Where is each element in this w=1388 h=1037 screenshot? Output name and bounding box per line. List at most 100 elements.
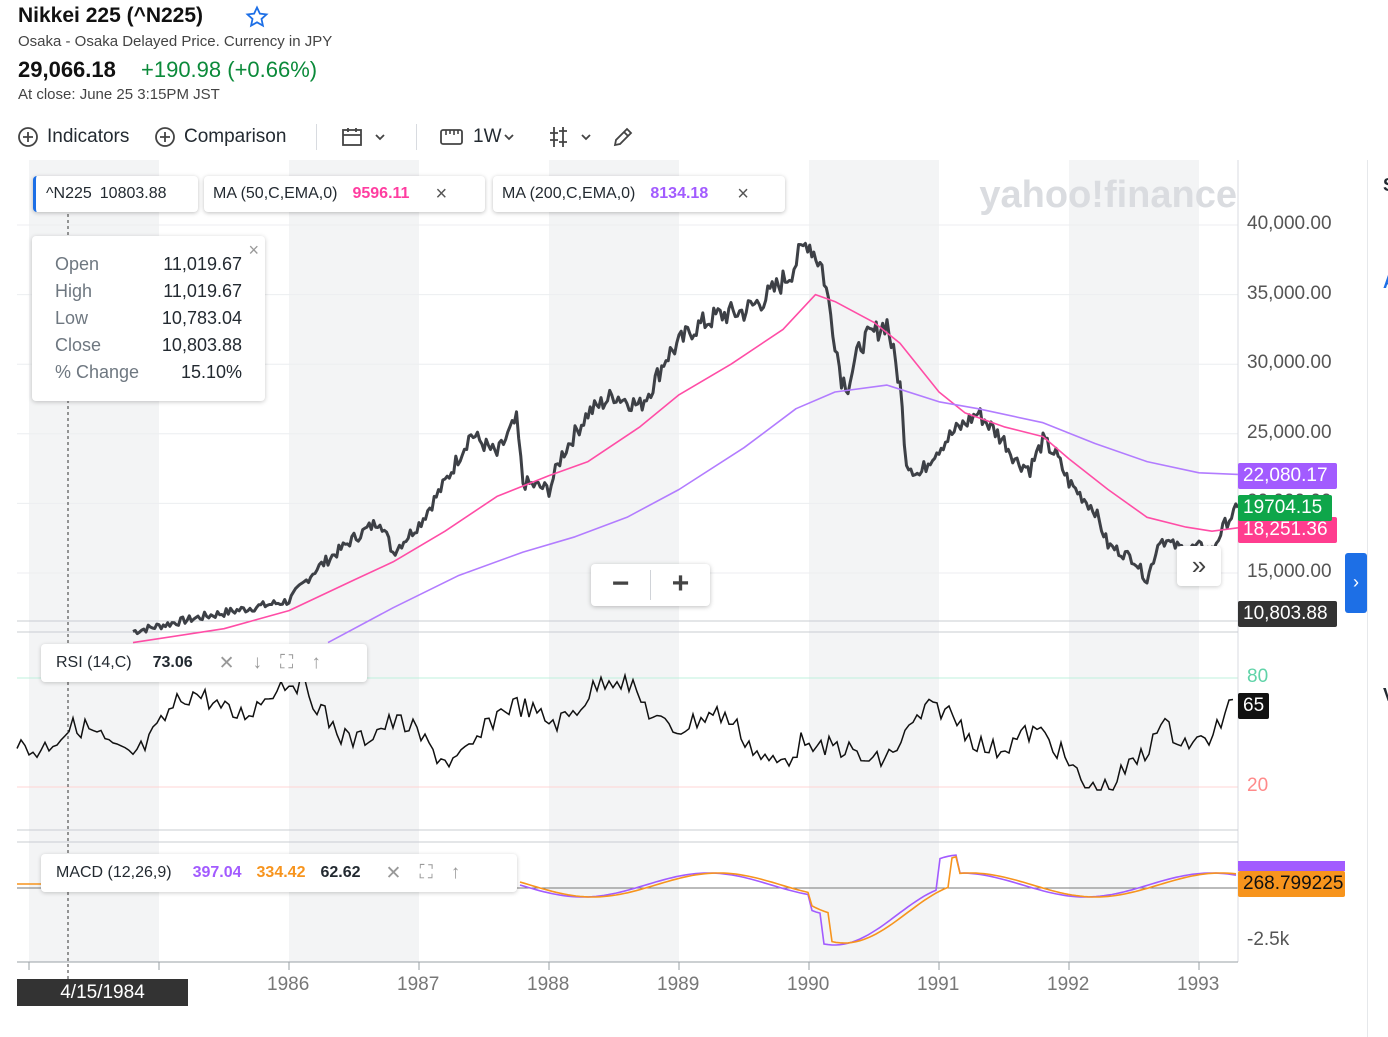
macd-label: MACD (12,26,9) bbox=[56, 864, 172, 881]
macd-remove-icon[interactable]: ✕ bbox=[385, 862, 402, 884]
macd-move-up-icon[interactable]: ↑ bbox=[450, 862, 461, 883]
draw-button[interactable] bbox=[611, 123, 643, 151]
x-axis-label: 1990 bbox=[787, 974, 830, 995]
comparison-button[interactable]: Comparison bbox=[154, 123, 286, 151]
interval-label: 1W bbox=[473, 126, 502, 147]
pencil-icon bbox=[613, 127, 633, 147]
zoom-out-button[interactable]: − bbox=[611, 567, 630, 600]
x-axis-label: 1986 bbox=[267, 974, 310, 995]
macd-legend[interactable]: MACD (12,26,9) 397.04 334.42 62.62 ✕ ⛶ ↑ bbox=[41, 854, 517, 892]
zoom-divider bbox=[650, 570, 651, 600]
ohlc-key: Open bbox=[55, 254, 100, 274]
ma50-legend[interactable]: MA (50,C,EMA,0) 9596.11 × bbox=[204, 176, 485, 212]
chart-type-button[interactable] bbox=[547, 123, 601, 151]
rsi-move-up-icon[interactable]: ↑ bbox=[311, 652, 321, 673]
rsi-move-down-icon[interactable]: ↓ bbox=[252, 652, 263, 673]
y-axis-label: 15,000.00 bbox=[1247, 561, 1332, 582]
ruler-icon bbox=[440, 129, 463, 145]
zoom-controls: − + bbox=[591, 564, 710, 606]
chevron-down-icon bbox=[581, 134, 591, 141]
ohlc-key: High bbox=[55, 281, 93, 301]
price-chart[interactable]: yahoo!finance bbox=[0, 160, 1388, 1037]
ohlc-key: % Change bbox=[55, 362, 140, 382]
rsi-series bbox=[16, 672, 1234, 791]
ma200-label: MA (200,C,EMA,0) bbox=[502, 185, 636, 202]
y-axis-label: 30,000.00 bbox=[1247, 352, 1332, 374]
symbol-label: ^N225 bbox=[46, 185, 92, 202]
tooltip-close-icon[interactable]: × bbox=[248, 240, 259, 260]
x-ticks bbox=[28, 962, 1200, 970]
ma200-line bbox=[327, 384, 1239, 644]
macd-histogram-value: 62.62 bbox=[320, 864, 361, 881]
year-bands bbox=[29, 160, 1199, 962]
ma200-value: 8134.18 bbox=[650, 185, 709, 202]
rsi-last-tag: 65 bbox=[1238, 693, 1269, 719]
chevron-down-icon bbox=[503, 134, 514, 141]
y-axis-label: 25,000.00 bbox=[1247, 421, 1332, 443]
macd-line-value: 397.04 bbox=[192, 864, 242, 881]
rsi-label: RSI (14,C) bbox=[56, 654, 132, 671]
ma200-price-tag: 22,080.17 bbox=[1238, 463, 1337, 489]
ohlc-tooltip: × Open 11,019.67 High 11,019.67 Low 10,783.… bbox=[32, 236, 265, 401]
ohlc-value: 11,019.67 bbox=[163, 254, 242, 274]
plus-circle-icon bbox=[18, 127, 38, 147]
price-series bbox=[132, 241, 1240, 644]
rsi-remove-icon[interactable]: ✕ bbox=[218, 652, 235, 674]
candlestick-icon bbox=[550, 127, 567, 147]
symbol-legend[interactable]: ^N225 10803.88 bbox=[33, 176, 198, 212]
rsi-level-80: 80 bbox=[1247, 666, 1269, 687]
exchange-subtitle: Osaka - Osaka Delayed Price. Currency in… bbox=[18, 33, 333, 50]
close-timestamp: At close: June 25 3:15PM JST bbox=[18, 86, 220, 103]
macd-expand-icon[interactable]: ⛶ bbox=[419, 862, 433, 883]
rsi-level-20: 20 bbox=[1247, 775, 1269, 796]
ohlc-value: 15.10% bbox=[180, 362, 242, 382]
ohlc-key: Low bbox=[55, 308, 89, 328]
ma50-value: 9596.11 bbox=[352, 185, 410, 202]
year-band bbox=[809, 160, 939, 962]
yahoo-finance-watermark: yahoo!finance bbox=[979, 174, 1237, 216]
comparison-label: Comparison bbox=[184, 126, 287, 147]
interval-button[interactable]: 1W bbox=[439, 123, 524, 151]
ohlc-value: 11,019.67 bbox=[163, 281, 242, 301]
macd-axis-label: -2.5k bbox=[1247, 929, 1290, 950]
ma50-price-tag: 18,251.36 bbox=[1238, 517, 1337, 543]
price-change: +190.98 (+0.66%) bbox=[141, 57, 318, 82]
calendar-icon bbox=[342, 128, 362, 146]
right-panel-glyph: A bbox=[1383, 272, 1388, 293]
ma200-legend[interactable]: MA (200,C,EMA,0) 8134.18 × bbox=[493, 176, 785, 212]
rsi-line bbox=[16, 672, 1234, 791]
macd-signal-value: 334.42 bbox=[256, 864, 306, 881]
toolbar-divider bbox=[316, 124, 317, 150]
x-axis-label: 1989 bbox=[657, 974, 700, 995]
symbol-value: 10803.88 bbox=[99, 185, 167, 202]
macd-signal-tag bbox=[1238, 861, 1345, 871]
year-band bbox=[549, 160, 679, 962]
year-band bbox=[289, 160, 419, 962]
scroll-to-latest-button[interactable]: » bbox=[1177, 546, 1221, 586]
ohlc-value: 10,803.88 bbox=[161, 335, 242, 355]
x-axis-label: 1993 bbox=[1177, 974, 1220, 995]
right-panel-glyph: S bbox=[1383, 175, 1388, 196]
ohlc-key: Close bbox=[55, 335, 102, 355]
x-axis-label: 1992 bbox=[1047, 974, 1090, 995]
rsi-value: 73.06 bbox=[152, 654, 193, 671]
rsi-expand-icon[interactable]: ⛶ bbox=[280, 652, 294, 673]
zoom-in-button[interactable]: + bbox=[671, 567, 690, 600]
rsi-legend[interactable]: RSI (14,C) 73.06 ✕ ↓ ⛶ ↑ bbox=[41, 644, 367, 682]
last-price-tag: 19704.15 bbox=[1238, 495, 1332, 521]
indicators-button[interactable]: Indicators bbox=[17, 123, 129, 151]
star-icon[interactable] bbox=[244, 5, 270, 29]
ma50-remove-icon[interactable]: × bbox=[435, 182, 448, 205]
last-price: 29,066.18 bbox=[18, 57, 116, 82]
plus-circle-icon bbox=[155, 127, 175, 147]
macd-last-tag: 268.799225 bbox=[1238, 871, 1345, 897]
ma200-remove-icon[interactable]: × bbox=[737, 182, 749, 205]
ma50-line bbox=[132, 293, 1239, 644]
ohlc-value: 10,783.04 bbox=[161, 308, 242, 328]
x-axis-label: 1987 bbox=[397, 974, 440, 995]
toolbar-divider bbox=[416, 124, 417, 150]
date-range-button[interactable] bbox=[341, 123, 395, 151]
indicators-label: Indicators bbox=[47, 126, 130, 147]
quote-title: Nikkei 225 (^N225) bbox=[18, 4, 204, 27]
side-panel-toggle[interactable]: › bbox=[1345, 553, 1367, 613]
